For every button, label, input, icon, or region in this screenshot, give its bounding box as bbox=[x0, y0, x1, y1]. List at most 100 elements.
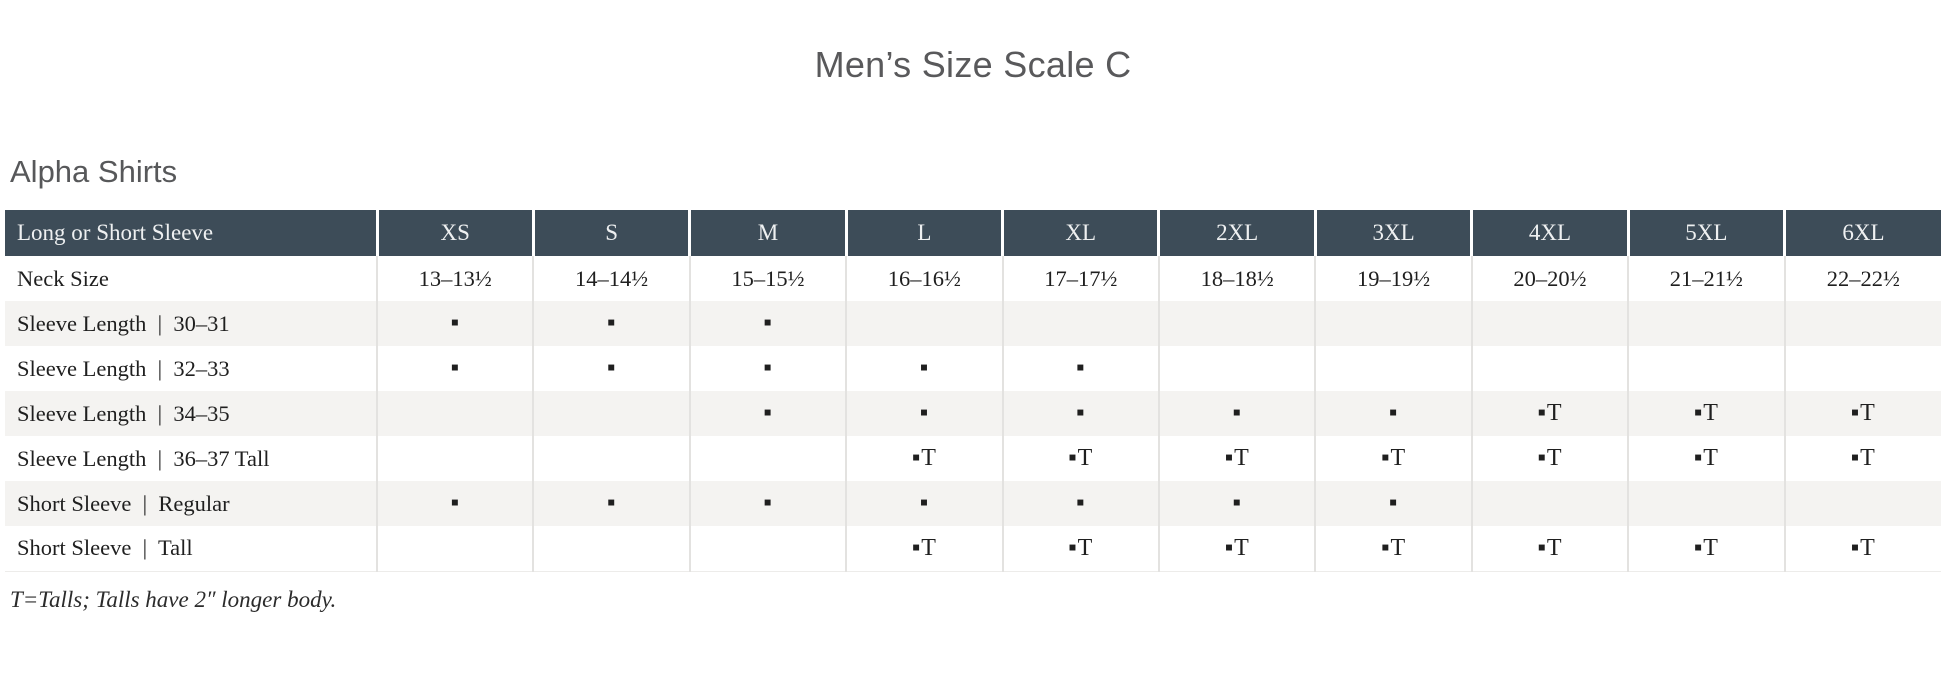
availability-mark: ▪ bbox=[377, 346, 535, 391]
availability-mark bbox=[1158, 346, 1317, 391]
availability-mark: ▪ bbox=[377, 301, 535, 346]
availability-mark: ▪T bbox=[1158, 526, 1317, 572]
availability-mark: ▪T bbox=[1850, 400, 1876, 426]
availability-mark bbox=[1628, 481, 1786, 526]
talls-footnote: T=Talls; Talls have 2″ longer body. bbox=[10, 586, 337, 612]
table-row-sleeve-34-35: Sleeve Length | 34–35 ▪ ▪ ▪ ▪ ▪ ▪T ▪T ▪T bbox=[5, 391, 1941, 436]
availability-mark: ▪T bbox=[1628, 391, 1786, 436]
column-header-s: S bbox=[533, 210, 692, 256]
availability-mark: ▪T bbox=[1471, 436, 1630, 481]
availability-mark: ▪ bbox=[846, 346, 1004, 391]
availability-mark: ▪ bbox=[1315, 391, 1473, 436]
column-header-l: L bbox=[846, 210, 1005, 256]
availability-mark: ▪ bbox=[1158, 481, 1317, 526]
availability-mark: ▪ bbox=[689, 391, 848, 436]
availability-mark bbox=[689, 436, 848, 481]
availability-mark bbox=[1471, 346, 1630, 391]
availability-mark bbox=[1471, 301, 1630, 346]
availability-mark: ▪ bbox=[533, 346, 691, 391]
availability-mark: ▪ bbox=[1158, 391, 1317, 436]
availability-mark: ▪ bbox=[689, 481, 848, 526]
column-header-4xl: 4XL bbox=[1471, 210, 1630, 256]
column-header-6xl: 6XL bbox=[1784, 210, 1941, 256]
table-cell: 15–15½ bbox=[689, 256, 848, 301]
table-cell: 18–18½ bbox=[1158, 256, 1317, 301]
row-label: Neck Size bbox=[5, 256, 378, 301]
availability-mark: ▪T bbox=[1850, 445, 1876, 471]
availability-mark bbox=[1628, 301, 1786, 346]
table-cell: 13–13½ bbox=[377, 256, 535, 301]
availability-mark bbox=[1785, 301, 1941, 346]
availability-mark: ▪ bbox=[1002, 391, 1160, 436]
availability-mark: ▪ bbox=[377, 481, 535, 526]
column-header-xl: XL bbox=[1002, 210, 1161, 256]
row-label: Sleeve Length | 36–37 Tall bbox=[5, 436, 378, 481]
column-header-5xl: 5XL bbox=[1628, 210, 1787, 256]
table-row-sleeve-32-33: Sleeve Length | 32–33 ▪ ▪ ▪ ▪ ▪ bbox=[5, 346, 1941, 391]
availability-mark bbox=[533, 391, 691, 436]
availability-mark: ▪T bbox=[1158, 436, 1317, 481]
table-cell: 22–22½ bbox=[1826, 265, 1900, 291]
table-row-sleeve-36-37-tall: Sleeve Length | 36–37 Tall ▪T ▪T ▪T ▪T ▪… bbox=[5, 436, 1941, 481]
availability-mark: ▪T bbox=[1471, 391, 1630, 436]
availability-mark bbox=[689, 526, 848, 572]
availability-mark bbox=[1315, 301, 1473, 346]
column-header-m: M bbox=[689, 210, 848, 256]
availability-mark bbox=[1628, 346, 1786, 391]
availability-mark bbox=[846, 301, 1004, 346]
table-row-short-sleeve-tall: Short Sleeve | Tall ▪T ▪T ▪T ▪T ▪T ▪T ▪T bbox=[5, 526, 1941, 572]
table-header-row: Long or Short Sleeve XS S M L XL 2XL 3XL… bbox=[5, 210, 1941, 256]
table-cell: 21–21½ bbox=[1628, 256, 1786, 301]
availability-mark bbox=[1158, 301, 1317, 346]
availability-mark: ▪T bbox=[846, 436, 1004, 481]
availability-mark bbox=[1785, 481, 1941, 526]
availability-mark: ▪ bbox=[1002, 346, 1160, 391]
table-row-neck-size: Neck Size 13–13½ 14–14½ 15–15½ 16–16½ 17… bbox=[5, 256, 1941, 301]
column-header-xs: XS bbox=[377, 210, 535, 256]
availability-mark: ▪T bbox=[846, 526, 1004, 572]
availability-mark bbox=[1002, 301, 1160, 346]
table-row-short-sleeve-regular: Short Sleeve | Regular ▪ ▪ ▪ ▪ ▪ ▪ ▪ bbox=[5, 481, 1941, 526]
availability-mark: ▪ bbox=[1002, 481, 1160, 526]
availability-mark bbox=[1785, 346, 1941, 391]
table-cell: 17–17½ bbox=[1002, 256, 1160, 301]
column-header-sleeve-type: Long or Short Sleeve bbox=[5, 210, 379, 256]
availability-mark: ▪ bbox=[846, 481, 1004, 526]
table-row-sleeve-30-31: Sleeve Length | 30–31 ▪ ▪ ▪ bbox=[5, 301, 1941, 346]
availability-mark: ▪ bbox=[533, 481, 691, 526]
availability-mark: ▪T bbox=[1471, 526, 1630, 572]
table-cell: 19–19½ bbox=[1315, 256, 1473, 301]
availability-mark: ▪ bbox=[689, 301, 848, 346]
availability-mark bbox=[1315, 346, 1473, 391]
availability-mark: ▪ bbox=[846, 391, 1004, 436]
table-cell: 20–20½ bbox=[1471, 256, 1630, 301]
availability-mark bbox=[377, 436, 535, 481]
availability-mark: ▪T bbox=[1628, 436, 1786, 481]
availability-mark: ▪T bbox=[1315, 436, 1473, 481]
availability-mark: ▪T bbox=[1784, 526, 1941, 572]
table-cell: 16–16½ bbox=[846, 256, 1004, 301]
availability-mark bbox=[377, 526, 535, 572]
size-table: Long or Short Sleeve XS S M L XL 2XL 3XL… bbox=[5, 210, 1941, 572]
row-label: Sleeve Length | 34–35 bbox=[5, 391, 378, 436]
availability-mark: ▪T bbox=[1628, 526, 1786, 572]
availability-mark bbox=[1471, 481, 1630, 526]
row-label: Sleeve Length | 32–33 bbox=[5, 346, 378, 391]
row-label: Sleeve Length | 30–31 bbox=[5, 301, 378, 346]
availability-mark: ▪T bbox=[1002, 436, 1160, 481]
column-header-2xl: 2XL bbox=[1158, 210, 1317, 256]
row-label: Short Sleeve | Tall bbox=[5, 526, 378, 572]
availability-mark bbox=[533, 526, 691, 572]
table-cell: 14–14½ bbox=[533, 256, 691, 301]
availability-mark bbox=[533, 436, 691, 481]
section-title: Alpha Shirts bbox=[10, 154, 178, 189]
availability-mark bbox=[377, 391, 535, 436]
availability-mark: ▪T bbox=[1002, 526, 1160, 572]
availability-mark: ▪ bbox=[1315, 481, 1473, 526]
row-label: Short Sleeve | Regular bbox=[5, 481, 378, 526]
availability-mark: ▪T bbox=[1315, 526, 1473, 572]
page-title: Men’s Size Scale C bbox=[814, 44, 1132, 85]
availability-mark: ▪ bbox=[689, 346, 848, 391]
column-header-3xl: 3XL bbox=[1315, 210, 1474, 256]
availability-mark: ▪ bbox=[533, 301, 691, 346]
